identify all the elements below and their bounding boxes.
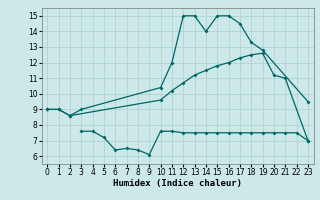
X-axis label: Humidex (Indice chaleur): Humidex (Indice chaleur) xyxy=(113,179,242,188)
